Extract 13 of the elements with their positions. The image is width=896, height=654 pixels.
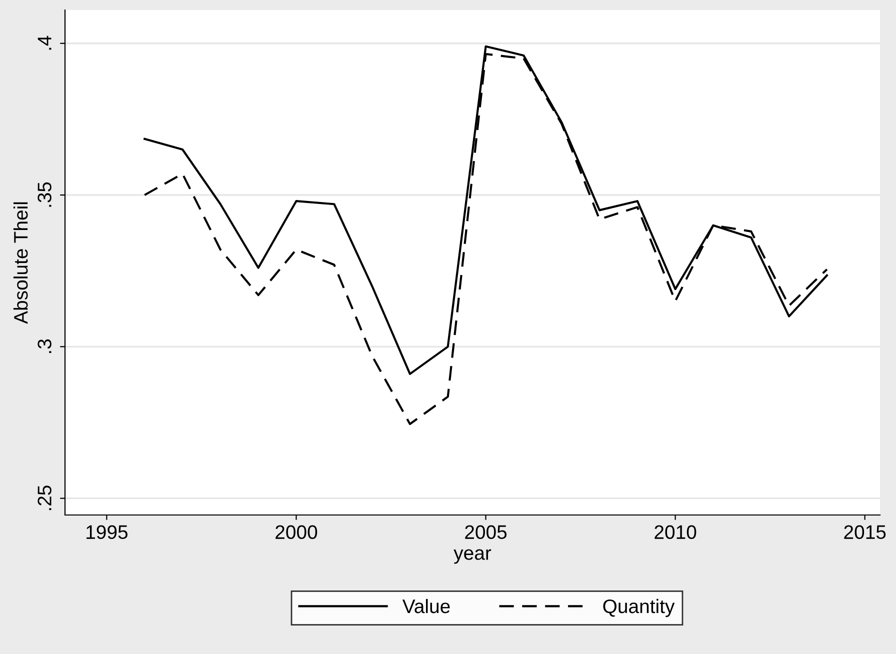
x-axis-title: year [454, 549, 492, 564]
y-axis-title: Absolute Theil [13, 202, 28, 324]
y-tick-label: .35 [38, 182, 52, 207]
x-tick-label: 1995 [86, 525, 128, 540]
x-tick-label: 2005 [465, 525, 507, 540]
x-tick-label: 2000 [276, 525, 318, 540]
legend-label: Value [402, 598, 450, 614]
x-tick-label: 2015 [844, 525, 886, 540]
x-tick-label: 2010 [654, 525, 696, 540]
y-tick-label: .4 [38, 36, 52, 50]
legend-label: Quantity [603, 598, 675, 618]
y-tick-label: .25 [38, 486, 52, 510]
y-tick-label: .3 [38, 339, 52, 353]
